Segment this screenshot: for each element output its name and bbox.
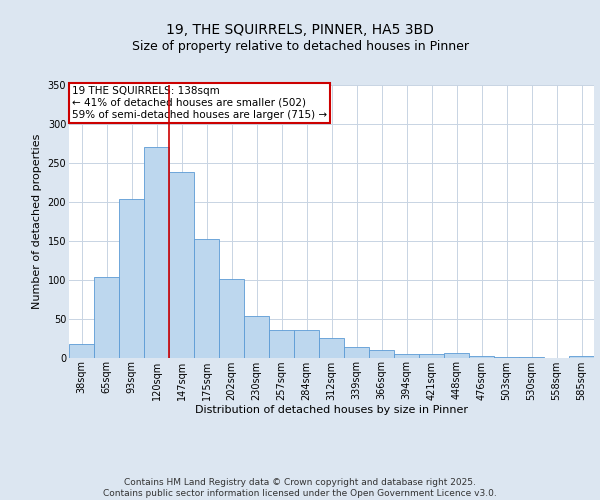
Bar — [269, 330, 294, 357]
Text: Size of property relative to detached houses in Pinner: Size of property relative to detached ho… — [131, 40, 469, 53]
Bar — [569, 356, 594, 358]
Bar — [119, 198, 144, 358]
Bar — [344, 346, 369, 358]
Text: 19 THE SQUIRRELS: 138sqm
← 41% of detached houses are smaller (502)
59% of semi-: 19 THE SQUIRRELS: 138sqm ← 41% of detach… — [71, 86, 327, 120]
Bar — [319, 338, 344, 357]
Bar — [194, 239, 219, 358]
Bar — [144, 148, 169, 358]
Bar — [369, 350, 394, 358]
Bar — [469, 356, 494, 358]
Text: Contains HM Land Registry data © Crown copyright and database right 2025.
Contai: Contains HM Land Registry data © Crown c… — [103, 478, 497, 498]
Bar — [294, 330, 319, 357]
Bar — [219, 279, 244, 357]
Bar — [94, 278, 119, 357]
Bar — [69, 344, 94, 358]
Text: 19, THE SQUIRRELS, PINNER, HA5 3BD: 19, THE SQUIRRELS, PINNER, HA5 3BD — [166, 22, 434, 36]
Y-axis label: Number of detached properties: Number of detached properties — [32, 134, 42, 309]
Bar — [244, 316, 269, 358]
Bar — [444, 353, 469, 358]
Bar — [419, 354, 444, 358]
Bar — [169, 172, 194, 358]
Bar — [494, 356, 519, 358]
X-axis label: Distribution of detached houses by size in Pinner: Distribution of detached houses by size … — [195, 406, 468, 415]
Bar — [394, 354, 419, 358]
Bar — [519, 356, 544, 358]
